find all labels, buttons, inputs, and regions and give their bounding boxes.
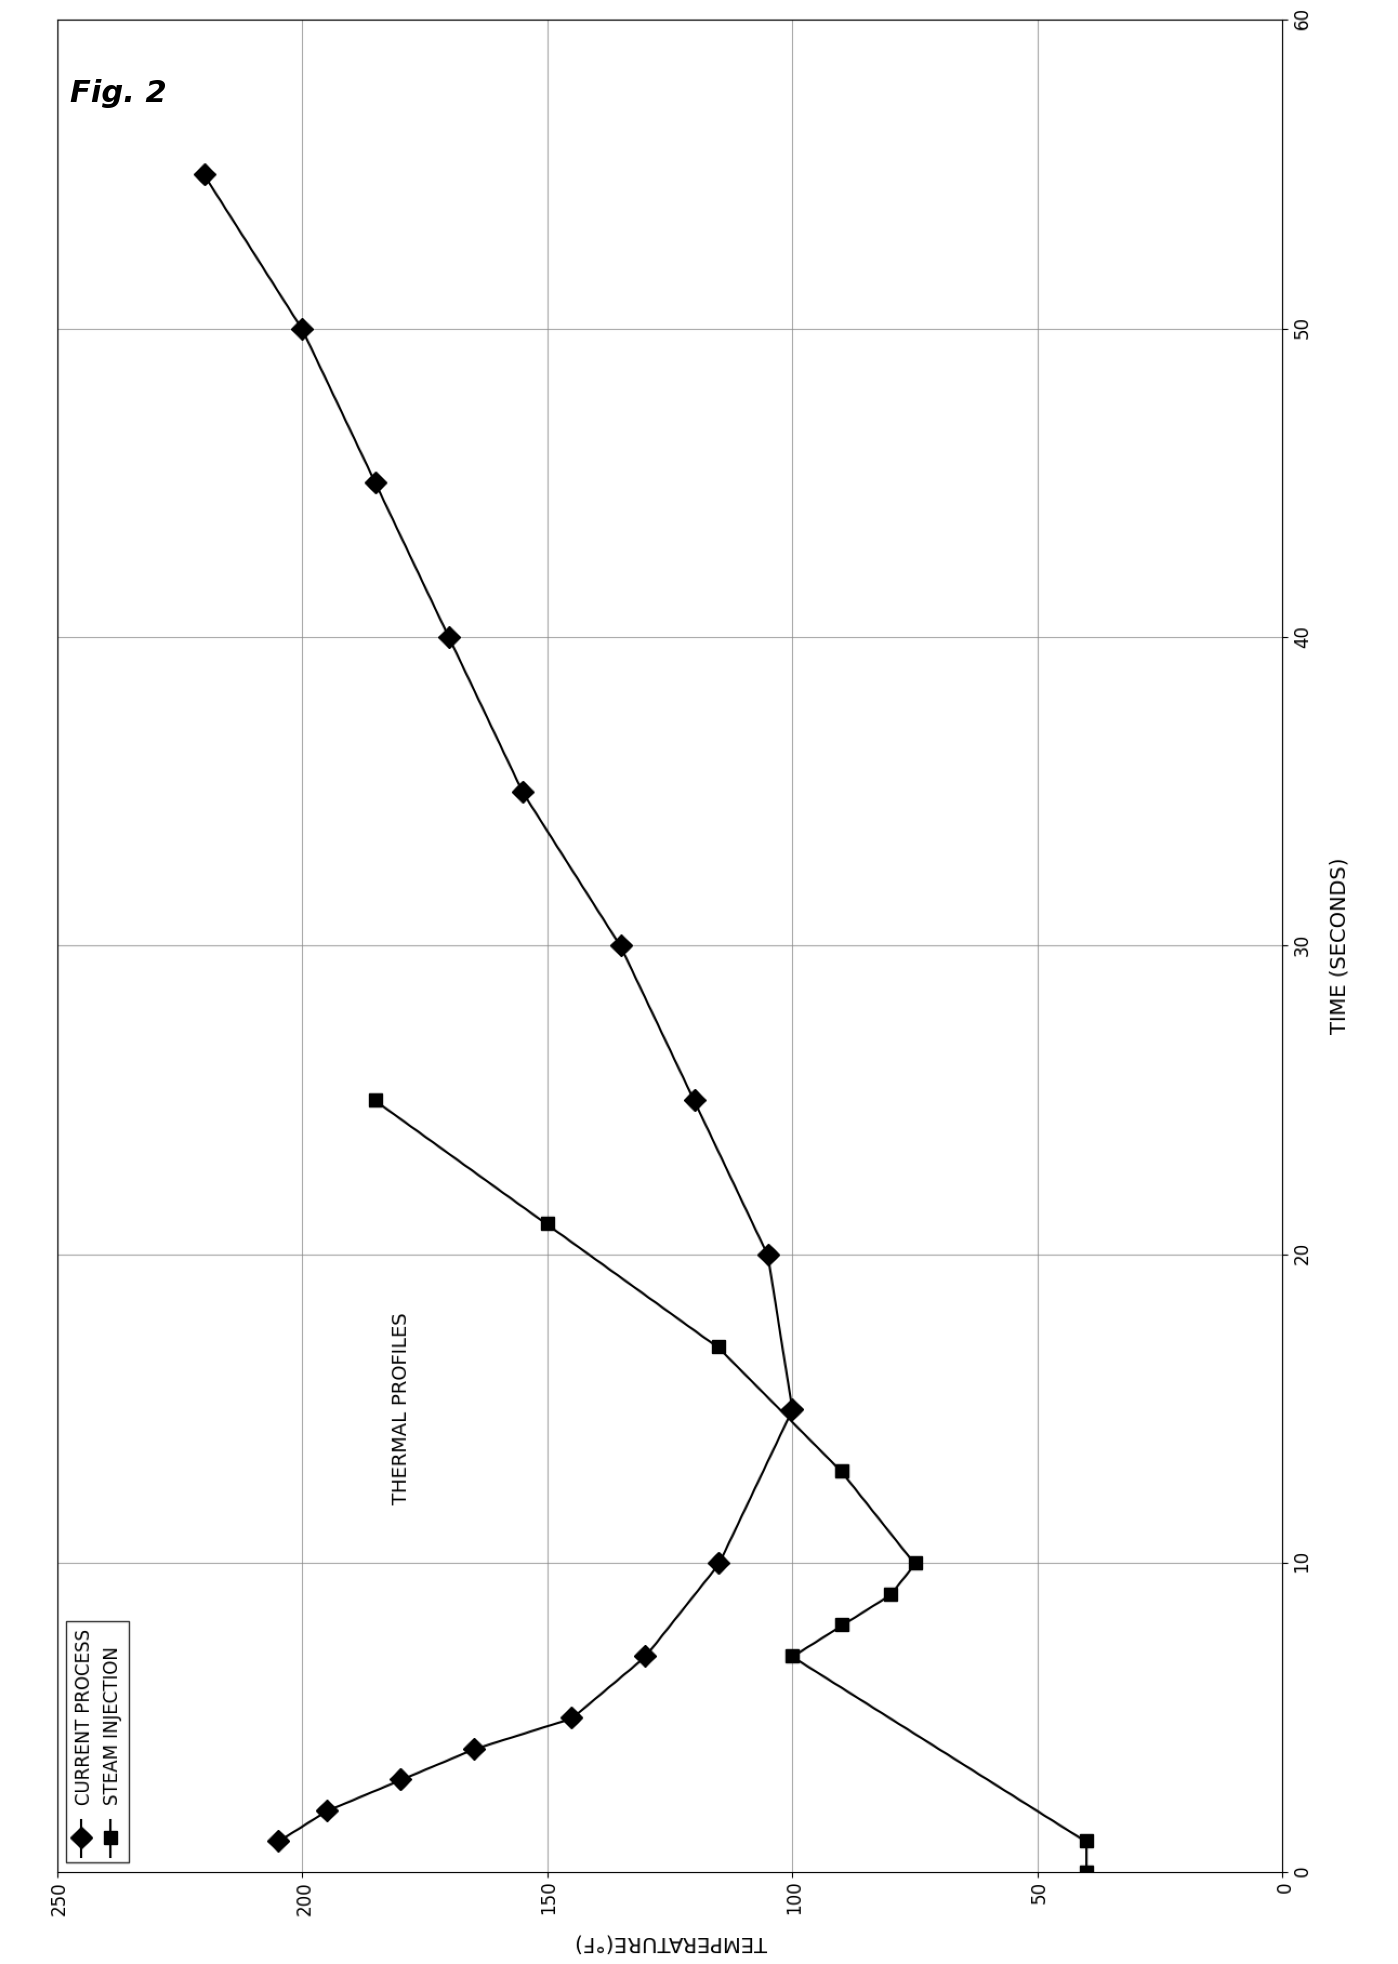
Text: Fig. 2: Fig. 2 (70, 79, 166, 108)
